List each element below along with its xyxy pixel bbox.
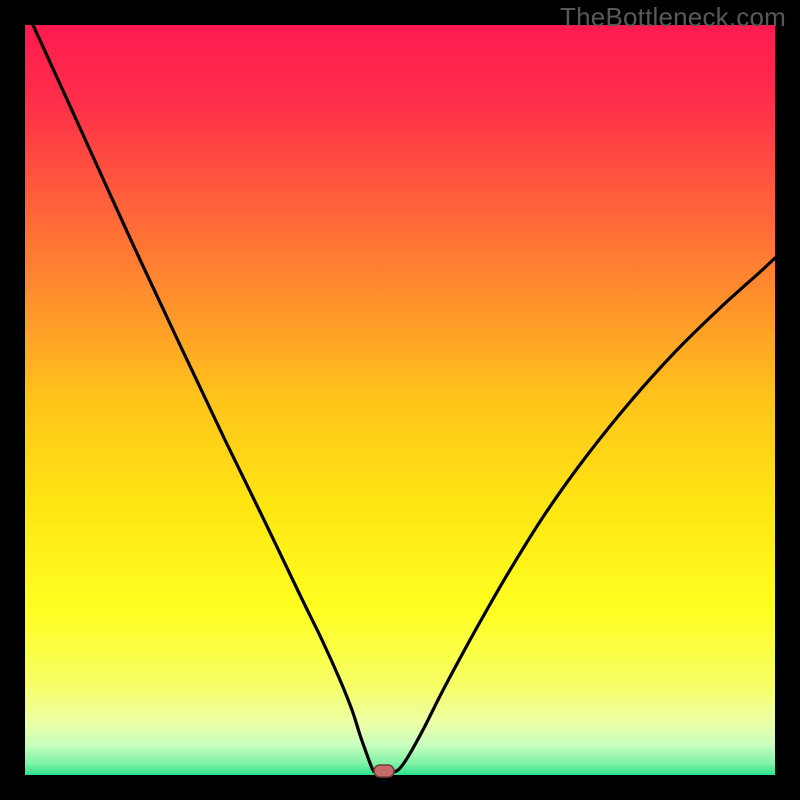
watermark-text: TheBottleneck.com [560, 2, 786, 33]
optimal-marker [374, 765, 394, 777]
gradient-background [25, 25, 775, 775]
plot-svg [0, 0, 800, 800]
